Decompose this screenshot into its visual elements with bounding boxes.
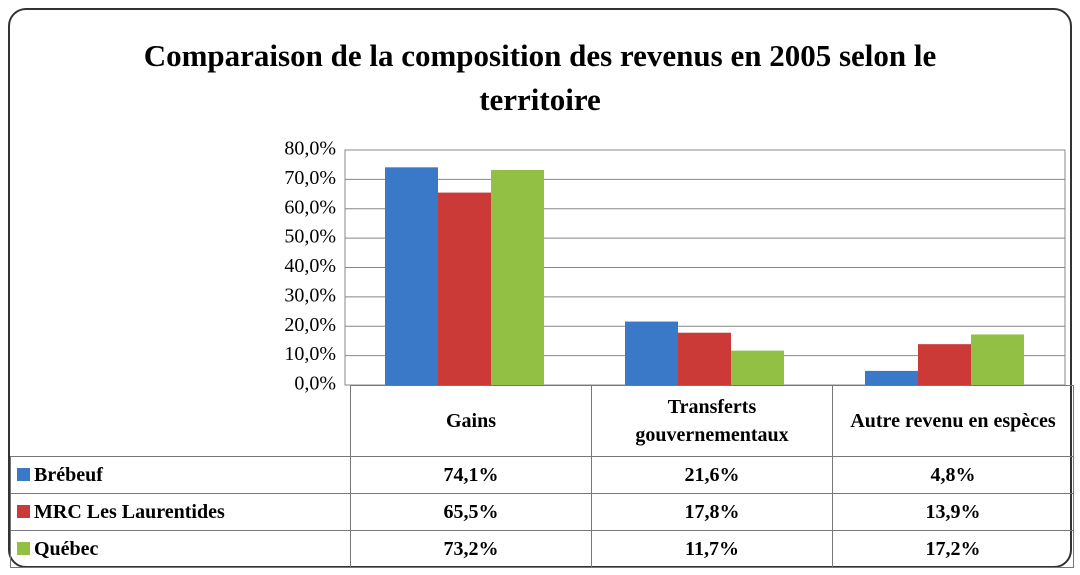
legend-swatch bbox=[17, 541, 30, 555]
bar bbox=[385, 167, 438, 385]
y-tick-label: 60,0% bbox=[284, 196, 336, 218]
y-tick-label: 80,0% bbox=[284, 138, 336, 160]
value-label: 17,2% bbox=[832, 530, 1074, 568]
legend-swatch bbox=[17, 467, 30, 481]
data-row: Québec 73,2% 11,7% 17,2% bbox=[10, 530, 1074, 568]
y-tick-label: 10,0% bbox=[284, 343, 336, 365]
data-row: Brébeuf 74,1% 21,6% 4,8% bbox=[10, 456, 1074, 494]
chart-title: Comparaison de la composition des revenu… bbox=[143, 38, 937, 117]
y-tick-label: 20,0% bbox=[284, 314, 336, 336]
y-tick-label: 50,0% bbox=[284, 226, 336, 248]
value-label: 65,5% bbox=[350, 493, 592, 531]
legend-label: Brébeuf bbox=[34, 463, 103, 486]
bar bbox=[438, 192, 491, 385]
bar bbox=[918, 344, 971, 385]
bar bbox=[971, 334, 1024, 385]
data-table: Gains Transferts gouvernementaux Autre rev… bbox=[10, 385, 1074, 568]
bar bbox=[491, 169, 544, 385]
bar bbox=[865, 370, 918, 385]
bar bbox=[678, 332, 731, 385]
series-cell: MRC Les Laurentides bbox=[10, 493, 351, 531]
value-label: 4,8% bbox=[832, 456, 1074, 494]
y-tick-label: 30,0% bbox=[284, 284, 336, 306]
legend-label: Québec bbox=[34, 537, 99, 560]
bar bbox=[731, 350, 784, 385]
series-cell: Québec bbox=[10, 530, 351, 568]
data-row: MRC Les Laurentides 65,5% 17,8% 13,9% bbox=[10, 493, 1074, 531]
value-label: 13,9% bbox=[832, 493, 1074, 531]
y-tick-label: 40,0% bbox=[284, 255, 336, 277]
header-row: Gains Transferts gouvernementaux Autre rev… bbox=[10, 385, 1074, 457]
legend-label: MRC Les Laurentides bbox=[34, 500, 225, 523]
category-label: Transferts gouvernementaux bbox=[591, 385, 833, 457]
legend-swatch bbox=[17, 504, 30, 518]
category-label: Gains bbox=[350, 385, 592, 457]
value-label: 17,8% bbox=[591, 493, 833, 531]
category-label: Autre revenu en espèces bbox=[832, 385, 1074, 457]
y-tick-label: 70,0% bbox=[284, 167, 336, 189]
value-label: 74,1% bbox=[350, 456, 592, 494]
series-cell: Brébeuf bbox=[10, 456, 351, 494]
bar bbox=[625, 321, 678, 385]
value-label: 21,6% bbox=[591, 456, 833, 494]
value-label: 73,2% bbox=[350, 530, 592, 568]
corner-cell bbox=[10, 385, 351, 457]
value-label: 11,7% bbox=[591, 530, 833, 568]
